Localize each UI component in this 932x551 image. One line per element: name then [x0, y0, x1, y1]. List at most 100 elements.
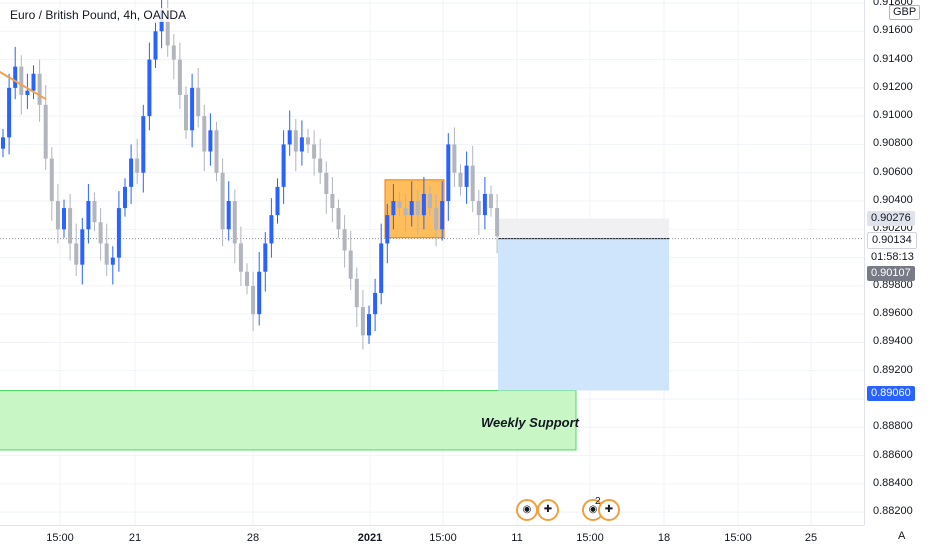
candle-body	[379, 243, 384, 293]
candle-body	[238, 243, 243, 272]
candle-body	[495, 208, 500, 237]
currency-badge[interactable]: GBP	[889, 5, 921, 20]
candle-body	[336, 208, 341, 230]
candle-body	[214, 130, 219, 173]
candle-body	[25, 90, 30, 95]
event-count-badge: 2	[595, 496, 601, 507]
candle-body	[37, 73, 42, 105]
price-tick-label: 0.90800	[873, 137, 913, 150]
time-tick-label: 21	[128, 532, 142, 544]
price-tick-label: 0.91000	[873, 109, 913, 122]
weekly-support-label: Weekly Support	[481, 415, 580, 430]
candle-body	[147, 59, 152, 117]
candle-body	[367, 314, 371, 336]
candle-body	[153, 31, 158, 60]
candle-body	[318, 158, 323, 173]
price-tick-label: 0.88800	[873, 420, 913, 433]
high-price-label: 0.90276	[867, 211, 915, 226]
candle-body	[123, 186, 127, 209]
chart-plot-area[interactable]: Euro / British Pound, 4h, OANDA Weekly S…	[0, 0, 864, 525]
candle-body	[98, 222, 103, 244]
candle-body	[342, 229, 347, 251]
candle-body	[440, 201, 445, 230]
candle-body	[421, 193, 426, 216]
candle-body	[135, 158, 140, 173]
time-axis[interactable]: 15:00 21 28 2021 15:00 11 15:00 18 15:00 25	[0, 525, 864, 551]
candle-body	[13, 66, 18, 88]
price-tick-label: 0.89800	[873, 278, 913, 291]
candle-body	[391, 201, 396, 216]
candle-body	[74, 243, 79, 265]
price-tick-label: 0.91600	[873, 24, 913, 37]
stop-price-label: 0.90107	[867, 266, 915, 281]
price-tick-label: 0.90400	[873, 194, 913, 206]
candle-body	[165, 10, 170, 46]
price-tick-label: 0.88200	[873, 505, 913, 518]
price-tick-label: 0.91800	[873, 0, 913, 8]
candle-body	[348, 250, 353, 279]
candle-body	[129, 158, 134, 187]
candle-body	[177, 59, 182, 95]
take-profit-zone	[498, 238, 669, 391]
candle-body	[470, 165, 475, 202]
price-tick-label: 0.91200	[873, 80, 913, 93]
symbol-title[interactable]: Euro / British Pound, 4h, OANDA	[8, 8, 189, 22]
time-tick-label: 11	[511, 532, 523, 544]
candle-body	[196, 87, 201, 117]
candle-body	[330, 193, 335, 209]
target-price-label: 0.89060	[867, 386, 915, 401]
candle-body	[403, 208, 408, 216]
candle-body	[208, 130, 213, 152]
candle-body	[31, 73, 36, 91]
time-tick-label: 28	[246, 532, 260, 544]
candle-body	[452, 144, 457, 173]
candlestick-chart[interactable]	[0, 0, 864, 525]
weekly-support-zone	[0, 390, 577, 451]
price-tick-label: 0.90600	[873, 165, 913, 178]
candle-body	[110, 257, 115, 265]
candle-body	[257, 271, 262, 315]
candle-body	[184, 94, 188, 131]
price-tick-label: 0.88400	[873, 476, 913, 489]
candle-body	[171, 45, 176, 60]
time-tick-label: 15:00	[724, 532, 752, 544]
price-tick-label: 0.89400	[873, 335, 913, 348]
economic-event-icon[interactable]: ◉	[516, 499, 538, 521]
uk-flag-event-icon[interactable]: ✚	[598, 499, 620, 521]
candle-body	[354, 278, 359, 308]
candle-body	[68, 208, 73, 244]
candle-body	[226, 201, 231, 230]
candle-body	[202, 116, 207, 152]
candle-body	[287, 130, 292, 145]
candle-body	[373, 292, 378, 315]
uk-flag-event-icon[interactable]: ✚	[537, 499, 559, 521]
candle-body	[49, 158, 54, 202]
candle-body	[141, 116, 146, 173]
candle-body	[220, 172, 225, 230]
candle-body	[1, 137, 5, 149]
candle-body	[397, 201, 402, 209]
candle-body	[86, 201, 91, 230]
time-tick-label: 15:00	[46, 532, 74, 544]
candle-body	[360, 307, 365, 336]
candle-body	[434, 208, 439, 230]
candle-body	[43, 104, 48, 159]
candle-body	[55, 201, 60, 230]
candle-body	[464, 165, 469, 187]
candle-body	[299, 137, 304, 152]
candle-body	[245, 271, 249, 286]
auto-scale-button[interactable]: A	[898, 530, 906, 542]
candle-body	[324, 172, 329, 194]
time-tick-label: 2021	[357, 532, 383, 544]
last-price-label: 0.90134	[867, 232, 917, 249]
time-tick-label: 15:00	[576, 532, 604, 544]
candle-body	[104, 243, 109, 265]
price-tick-label: 0.88600	[873, 448, 913, 461]
candle-body	[476, 201, 481, 216]
trend-line	[0, 70, 47, 101]
candle-body	[116, 208, 121, 258]
candle-body	[428, 193, 432, 209]
candle-body	[385, 215, 390, 244]
candle-body	[306, 137, 310, 145]
candle-body	[7, 87, 12, 138]
